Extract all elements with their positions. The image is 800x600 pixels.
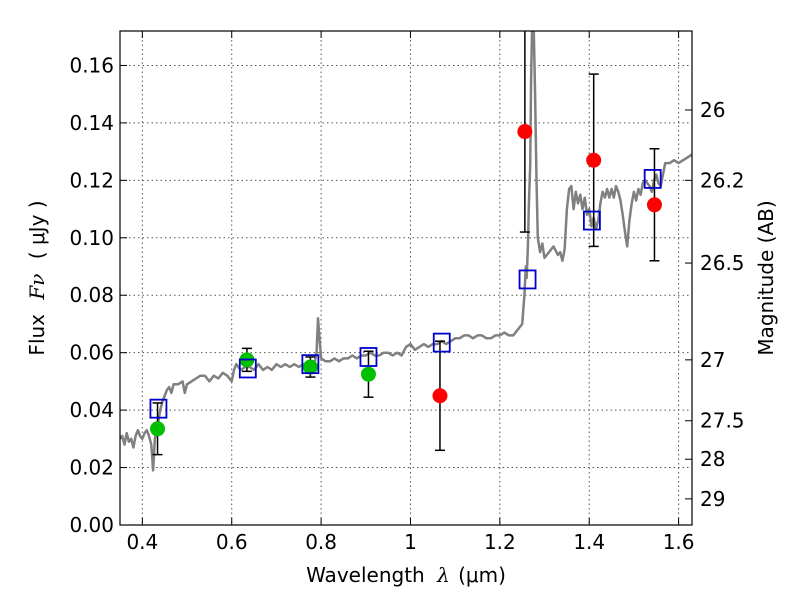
y2-tick-label: 26.2 xyxy=(700,168,745,192)
data-point xyxy=(432,388,448,404)
y-axis-title: Flux Fν ( μJy ) xyxy=(25,200,49,355)
y-tick-label: 0.08 xyxy=(69,283,114,307)
model-boxes xyxy=(149,169,662,419)
y-tick-label: 0.16 xyxy=(69,53,114,77)
model-box xyxy=(643,169,662,189)
model-box xyxy=(301,354,320,375)
x-tick-label: 1 xyxy=(404,530,417,554)
y2-tick-label: 26 xyxy=(700,98,725,122)
plot-frame xyxy=(119,30,693,526)
y2-tick-label: 26.5 xyxy=(700,251,745,275)
y2-axis-title: Magnitude (AB) xyxy=(754,200,778,355)
axis-ticks xyxy=(120,31,692,526)
data-point xyxy=(646,197,662,213)
y2-tick-label: 27.5 xyxy=(700,409,745,433)
y2-tick-label: 29 xyxy=(700,487,725,511)
y-tick-label: 0.10 xyxy=(69,226,114,250)
x-tick-label: 0.4 xyxy=(126,530,158,554)
data-point xyxy=(360,366,376,382)
tick-labels: 0.4 0.6 0.8 1 1.2 1.4 1.6 0.00 0.02 0.04 0.06 0.08 0… xyxy=(69,53,744,554)
x-tick-label: 1.2 xyxy=(484,530,516,554)
data-point xyxy=(517,124,533,140)
data-point xyxy=(586,152,602,168)
y2-tick-label: 27 xyxy=(700,348,725,372)
x-axis-title: Wavelength λ (μm) xyxy=(306,563,506,587)
y-tick-label: 0.14 xyxy=(69,111,114,135)
y-tick-label: 0.02 xyxy=(69,456,114,480)
x-tick-label: 1.6 xyxy=(663,530,695,554)
y2-tick-label: 28 xyxy=(700,447,725,471)
y-tick-label: 0.12 xyxy=(69,168,114,192)
model-box xyxy=(583,210,601,231)
model-box xyxy=(359,347,378,367)
x-tick-label: 0.8 xyxy=(305,530,337,554)
model-box xyxy=(149,398,168,419)
x-tick-label: 0.6 xyxy=(216,530,248,554)
y-tick-label: 0.00 xyxy=(69,513,114,537)
model-box xyxy=(432,332,451,353)
x-tick-label: 1.4 xyxy=(573,530,605,554)
y-tick-label: 0.04 xyxy=(69,398,114,422)
model-box xyxy=(518,269,537,290)
model-box xyxy=(238,358,257,379)
y-tick-label: 0.06 xyxy=(69,341,114,365)
data-point xyxy=(150,421,166,437)
photometry-points xyxy=(150,124,662,437)
data-point xyxy=(302,359,318,375)
